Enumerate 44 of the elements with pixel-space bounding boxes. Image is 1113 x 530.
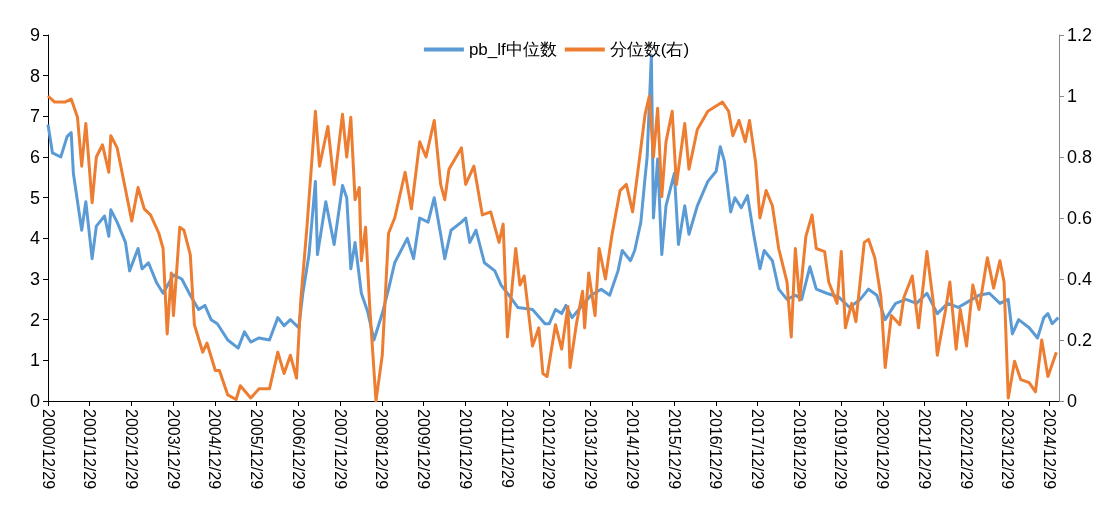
y-tick-label: 0: [29, 391, 40, 411]
x-tick-label: 2019/12/29: [832, 409, 850, 490]
y-tick-label: 1: [29, 350, 40, 371]
x-tick-label: 2000/12/29: [39, 409, 57, 490]
y-tick-label: 3: [29, 269, 40, 289]
y2-tick-label: 0: [1067, 391, 1078, 411]
x-tick-label: 2013/12/29: [582, 409, 600, 490]
x-tick-label: 2017/12/29: [749, 409, 767, 490]
y-tick-label: 7: [29, 106, 40, 127]
y2-tick-label: 1.2: [1067, 25, 1093, 45]
x-tick-label: 2008/12/29: [373, 409, 391, 490]
y2-tick-label: 0.2: [1067, 330, 1093, 350]
x-tick-label: 2020/12/29: [874, 409, 892, 490]
x-tick-label: 2021/12/29: [916, 409, 933, 490]
x-tick-label: 2014/12/29: [623, 409, 641, 490]
x-tick-label: 2018/12/29: [790, 409, 808, 490]
x-tick-label: 2022/12/29: [957, 409, 975, 490]
legend-label: 分位数(右): [609, 40, 690, 59]
x-tick-label: 2001/12/29: [81, 409, 99, 490]
x-tick-label: 2007/12/29: [331, 409, 349, 490]
y2-tick-label: 0.6: [1067, 208, 1093, 228]
x-tick-label: 2016/12/29: [707, 409, 725, 490]
x-tick-label: 2011/12/29: [498, 409, 516, 488]
y-tick-label: 9: [29, 25, 40, 45]
x-tick-label: 2004/12/29: [206, 409, 224, 490]
y-tick-label: 6: [29, 147, 40, 167]
legend-label: pb_lf中位数: [468, 40, 557, 59]
y-tick-label: 4: [29, 228, 40, 249]
y-tick-label: 2: [29, 309, 40, 330]
x-tick-label: 2010/12/29: [456, 409, 474, 490]
x-tick-label: 2012/12/29: [540, 409, 558, 490]
x-tick-label: 2006/12/29: [289, 409, 307, 490]
y-tick-label: 8: [29, 65, 40, 86]
y2-tick-label: 0.4: [1067, 269, 1093, 289]
x-tick-label: 2023/12/29: [999, 409, 1017, 490]
x-tick-label: 2009/12/29: [415, 409, 433, 490]
x-tick-label: 2015/12/29: [665, 409, 683, 490]
y2-tick-label: 1: [1067, 86, 1078, 106]
x-tick-label: 2002/12/29: [122, 409, 140, 490]
y2-tick-label: 0.8: [1067, 147, 1093, 167]
y-tick-label: 5: [29, 187, 40, 208]
x-tick-label: 2024/12/29: [1041, 409, 1059, 490]
x-tick-label: 2003/12/29: [164, 409, 182, 490]
x-tick-label: 2005/12/29: [248, 409, 266, 490]
